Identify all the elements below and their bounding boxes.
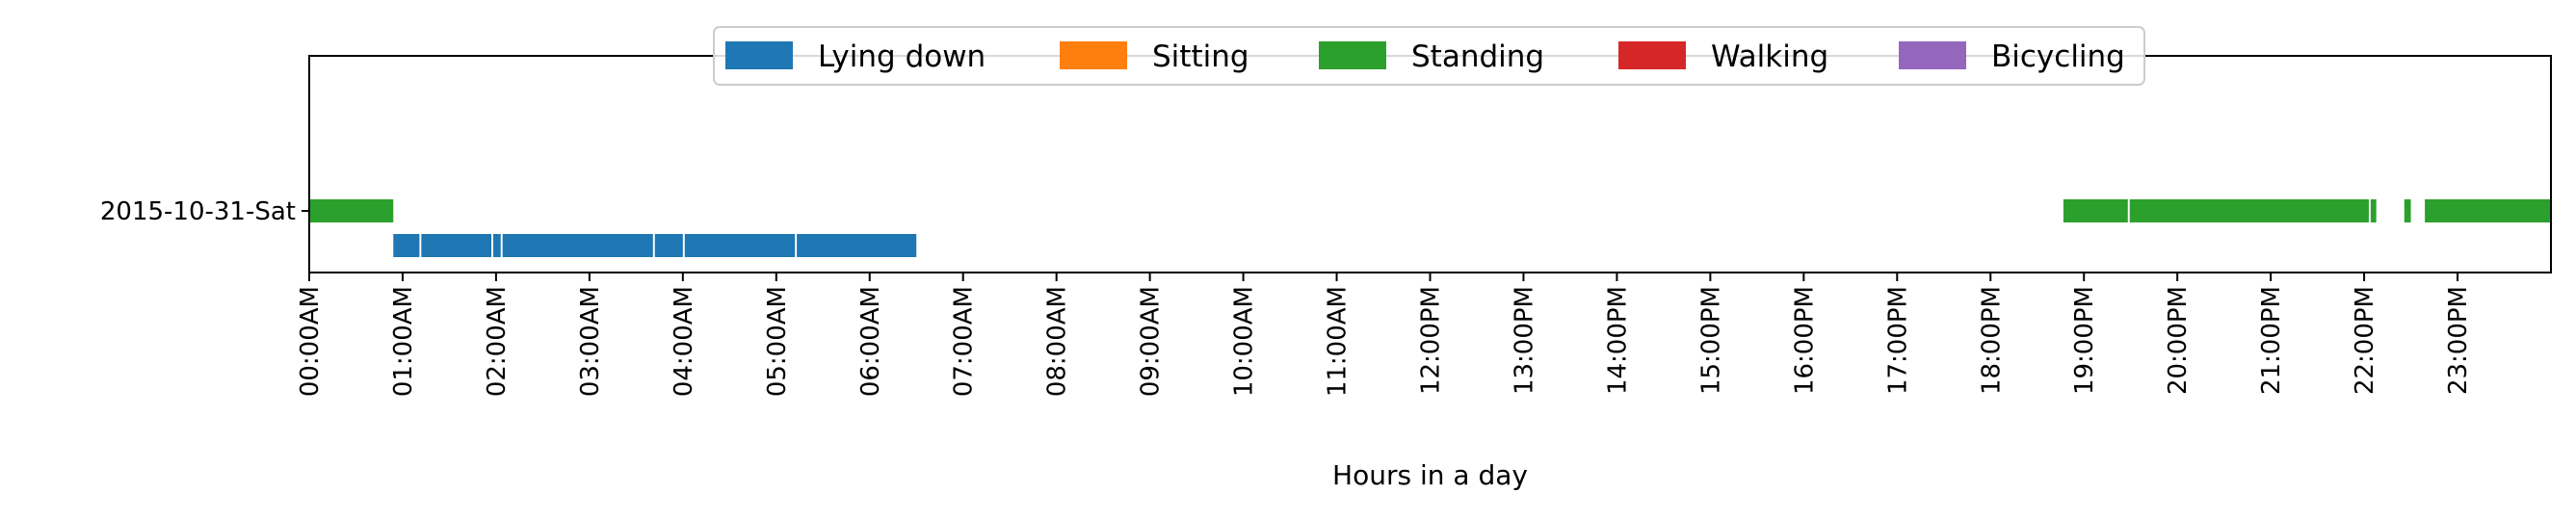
x-tick-label: 04:00AM xyxy=(670,286,698,397)
x-tick-label: 23:00PM xyxy=(2444,286,2473,395)
x-tick-label: 03:00AM xyxy=(576,286,605,397)
legend-label-walking: Walking xyxy=(1711,39,1828,74)
x-tick-label: 08:00AM xyxy=(1043,286,1072,397)
bar-standing-4 xyxy=(2404,199,2411,222)
legend: Lying down Sitting Standing Walking Bicyclin… xyxy=(713,26,2145,86)
x-tick-label: 06:00AM xyxy=(856,286,885,397)
x-tick-label: 20:00PM xyxy=(2164,286,2193,395)
bars-group xyxy=(309,199,2551,257)
x-tick-label: 15:00PM xyxy=(1696,286,1725,395)
x-tick-label: 17:00PM xyxy=(1883,286,1912,395)
x-tick-label: 11:00AM xyxy=(1324,286,1353,397)
legend-label-standing: Standing xyxy=(1411,39,1544,74)
x-tick-label: 16:00PM xyxy=(1790,286,1819,395)
bar-standing-1 xyxy=(2063,199,2128,222)
bar-standing-0 xyxy=(309,199,394,222)
legend-swatch-standing xyxy=(1319,41,1386,69)
bar-lying-down-4 xyxy=(654,234,683,257)
x-tick-label: 01:00AM xyxy=(389,286,418,397)
x-tick-label: 14:00PM xyxy=(1603,286,1632,395)
legend-swatch-bicycling xyxy=(1899,41,1966,69)
x-tick-label: 19:00PM xyxy=(2070,286,2099,395)
bar-lying-down-1 xyxy=(421,234,492,257)
bar-lying-down-3 xyxy=(502,234,653,257)
bar-lying-down-2 xyxy=(493,234,501,257)
x-tick-label: 12:00PM xyxy=(1417,286,1446,395)
legend-swatch-lying-down xyxy=(725,41,793,69)
bar-standing-3 xyxy=(2370,199,2377,222)
legend-swatch-sitting xyxy=(1060,41,1127,69)
x-tick-label: 00:00AM xyxy=(296,286,325,397)
x-tick-label: 02:00AM xyxy=(483,286,512,397)
legend-label-bicycling: Bicycling xyxy=(1991,39,2125,74)
x-tick-label: 22:00PM xyxy=(2351,286,2379,395)
bar-lying-down-0 xyxy=(393,234,420,257)
x-tick-label: 21:00PM xyxy=(2257,286,2286,395)
bar-lying-down-5 xyxy=(684,234,796,257)
legend-label-sitting: Sitting xyxy=(1152,39,1249,74)
x-tick-label: 10:00AM xyxy=(1230,286,1259,397)
x-tick-label: 13:00PM xyxy=(1510,286,1538,395)
x-tick-label: 18:00PM xyxy=(1977,286,2006,395)
bar-standing-2 xyxy=(2129,199,2369,222)
x-tick-label: 09:00AM xyxy=(1137,286,1166,397)
x-tick-label: 07:00AM xyxy=(950,286,979,397)
bar-standing-5 xyxy=(2425,199,2551,222)
x-axis-title: Hours in a day xyxy=(1332,459,1528,491)
legend-swatch-walking xyxy=(1618,41,1686,69)
x-tick-label: 05:00AM xyxy=(763,286,792,397)
bar-lying-down-6 xyxy=(797,234,917,257)
y-tick-label: 2015-10-31-Sat xyxy=(100,197,296,226)
legend-label-lying-down: Lying down xyxy=(818,39,986,74)
